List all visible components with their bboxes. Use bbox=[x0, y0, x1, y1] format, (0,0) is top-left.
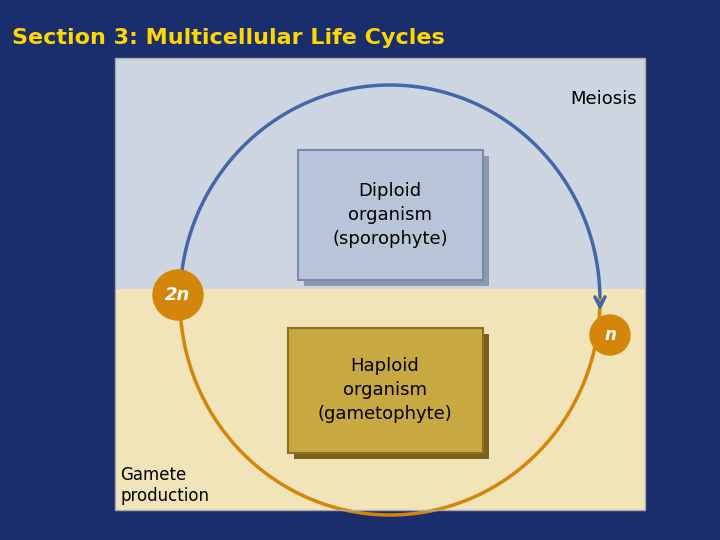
Bar bbox=[115, 58, 645, 510]
Bar bbox=[294, 334, 488, 458]
Circle shape bbox=[590, 315, 630, 355]
Text: 2n: 2n bbox=[166, 286, 191, 304]
Bar bbox=[304, 156, 488, 286]
Text: Haploid
organism
(gametophyte): Haploid organism (gametophyte) bbox=[318, 357, 452, 423]
Text: Gamete
production: Gamete production bbox=[120, 466, 209, 505]
Text: n: n bbox=[604, 326, 616, 344]
Bar bbox=[115, 58, 645, 288]
Circle shape bbox=[153, 270, 203, 320]
Bar bbox=[115, 288, 645, 510]
Bar bbox=[297, 150, 482, 280]
Bar bbox=[287, 327, 482, 453]
Text: Diploid
organism
(sporophyte): Diploid organism (sporophyte) bbox=[332, 183, 448, 248]
Text: Section 3: Multicellular Life Cycles: Section 3: Multicellular Life Cycles bbox=[12, 28, 445, 48]
Text: Meiosis: Meiosis bbox=[570, 90, 637, 108]
